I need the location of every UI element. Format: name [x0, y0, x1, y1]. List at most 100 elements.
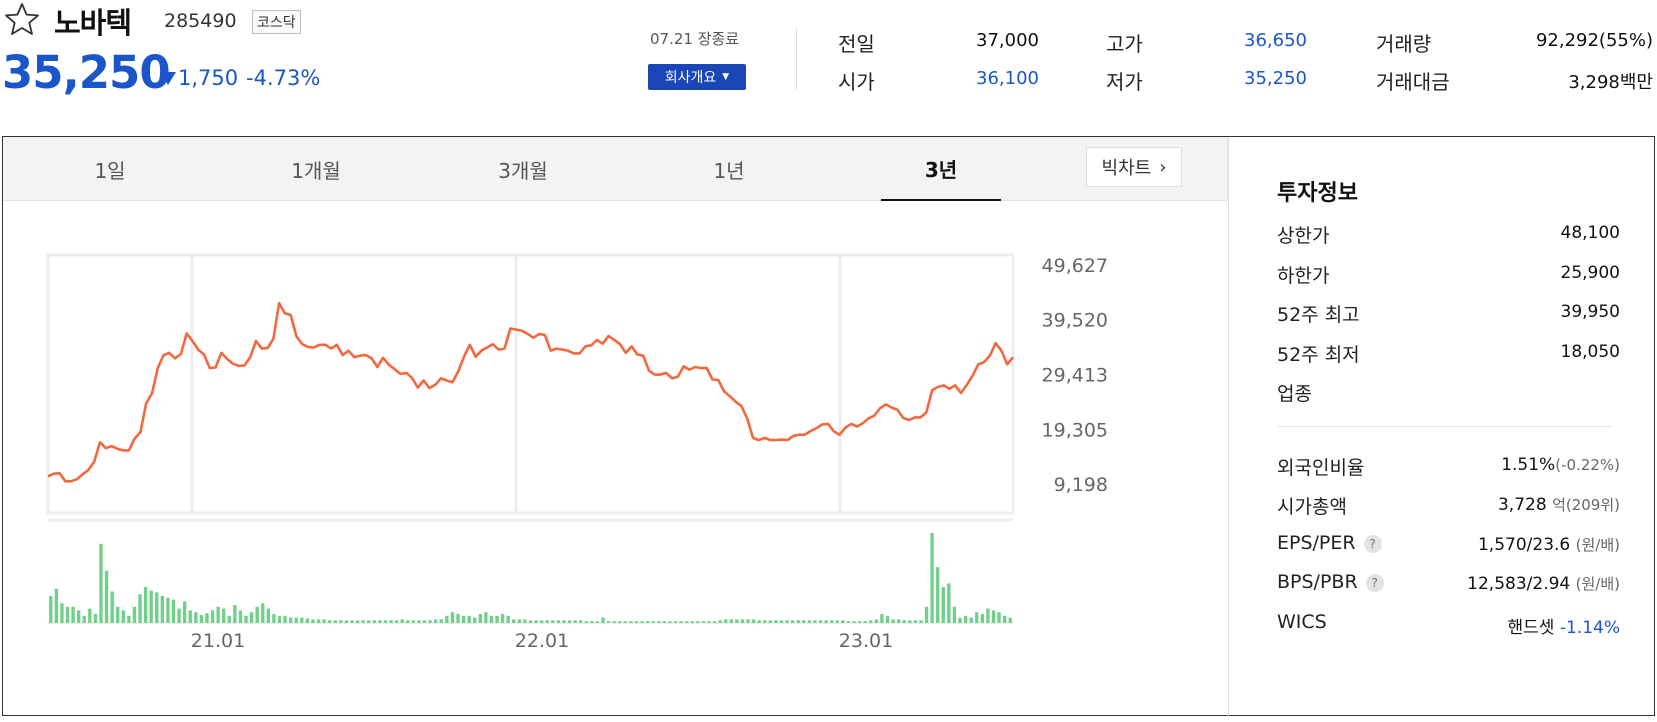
- tab-1month[interactable]: 1개월: [291, 158, 341, 183]
- volume-bar: [573, 620, 577, 623]
- volume-bar: [947, 583, 951, 623]
- volume-bar: [127, 615, 131, 623]
- company-overview-button[interactable]: 회사개요 ▼: [648, 64, 746, 90]
- volume-bar: [182, 601, 187, 623]
- volume-bar: [651, 621, 655, 623]
- volume-bar: [668, 621, 672, 623]
- volume-bar: [210, 610, 215, 623]
- volume-bar: [227, 615, 231, 623]
- volume-bar: [266, 608, 271, 623]
- big-chart-button[interactable]: 빅차트 ›: [1086, 147, 1182, 187]
- volume-bar: [645, 621, 650, 623]
- volume-bar: [997, 612, 1001, 623]
- high-value: 36,650: [1244, 30, 1307, 51]
- volume-bar: [958, 617, 962, 623]
- volume-bar: [93, 614, 98, 623]
- volume-bar: [216, 606, 220, 623]
- industry-label: 업종: [1277, 383, 1312, 405]
- volume-bar: [857, 621, 862, 623]
- y-tick-label: 19,305: [1042, 419, 1108, 441]
- y-tick-label: 9,198: [1054, 474, 1108, 496]
- header-divider: [796, 28, 797, 90]
- volume-bar: [205, 613, 209, 623]
- volume-bar: [244, 615, 248, 623]
- volume-bar: [528, 620, 533, 623]
- volume-bar: [696, 621, 700, 623]
- tab-3month[interactable]: 3개월: [498, 158, 548, 183]
- volume-bar: [623, 621, 627, 623]
- volume-bar: [830, 620, 834, 623]
- x-tick-label: 21.01: [191, 630, 245, 652]
- open-label: 시가: [838, 70, 875, 94]
- bps-pbr-label: BPS/PBR?: [1277, 571, 1384, 593]
- volume-bar: [941, 587, 945, 623]
- volume-bar: [930, 533, 934, 623]
- volume-bar: [277, 615, 282, 623]
- help-icon[interactable]: ?: [1365, 573, 1384, 592]
- volume-bar: [835, 620, 839, 623]
- tab-1year[interactable]: 1년: [713, 158, 745, 183]
- eps-per-value: 1,570/23.6 (원/배): [1478, 534, 1620, 555]
- volume-bar: [283, 615, 287, 623]
- price-line: [47, 301, 1015, 483]
- volume-bar: [383, 620, 388, 623]
- volume-bar: [305, 618, 310, 623]
- volume-bar: [316, 619, 321, 623]
- price-chart: 49,627 39,520 29,413 19,305 9,198 21.01 22.01 2…: [46, 253, 1108, 652]
- volume-bar: [517, 619, 522, 623]
- volume-bar: [618, 621, 622, 623]
- wics-sector[interactable]: 핸드셋: [1507, 618, 1555, 638]
- volume-bar: [489, 615, 494, 623]
- volume-bar: [908, 620, 912, 623]
- volume-bar: [143, 587, 148, 623]
- y-tick-label: 49,627: [1042, 255, 1108, 277]
- chevron-right-icon: ›: [1159, 156, 1167, 178]
- volume-bar: [735, 619, 739, 623]
- volume-bar: [132, 606, 137, 623]
- volume-bar: [980, 614, 984, 623]
- volume-bar: [355, 620, 360, 623]
- volume-bar: [512, 619, 516, 623]
- info-title: 투자정보: [1277, 181, 1358, 206]
- volume-bar: [679, 621, 683, 623]
- prev-close-value: 37,000: [976, 30, 1039, 51]
- volume-bar: [779, 620, 784, 623]
- volume-bar: [891, 619, 895, 623]
- volume-bar: [952, 606, 957, 623]
- volume-bar: [456, 614, 460, 623]
- volume-bar: [54, 588, 59, 623]
- volume-bar: [545, 620, 549, 623]
- bps-pbr-unit: (원/배): [1575, 575, 1620, 593]
- volume-bar: [913, 620, 918, 623]
- volume-bar: [406, 620, 410, 623]
- volume-bar: [729, 619, 733, 623]
- tab-3year[interactable]: 3년: [881, 137, 1001, 201]
- x-tick-label: 23.01: [839, 630, 893, 652]
- volume-bar: [712, 621, 717, 623]
- period-tabs: 1일 1개월 3개월 1년 3년 빅차트 ›: [3, 137, 1228, 201]
- volume-bar: [701, 621, 706, 623]
- help-icon[interactable]: ?: [1363, 534, 1382, 553]
- market-cap-unit: 억(209위): [1552, 496, 1620, 514]
- high-label: 고가: [1106, 32, 1143, 56]
- foreign-ratio-label: 외국인비율: [1277, 457, 1365, 479]
- volume-bar: [166, 597, 170, 623]
- current-price: 35,250: [2, 46, 171, 99]
- volume-bar: [751, 619, 756, 623]
- wics-value: 핸드셋 -1.14%: [1508, 613, 1620, 638]
- star-outline-icon[interactable]: [4, 2, 40, 36]
- chart-divider: [1228, 137, 1229, 717]
- volume-bar: [199, 614, 204, 623]
- y-tick-label: 29,413: [1042, 364, 1108, 386]
- volume-value: 92,292(55%): [1535, 30, 1653, 51]
- volume-bar: [272, 614, 276, 623]
- volume-bar: [400, 619, 404, 623]
- x-tick-label: 22.01: [515, 630, 569, 652]
- volume-bar: [746, 619, 750, 623]
- volume-bar: [601, 617, 605, 623]
- volume-bar: [863, 621, 867, 623]
- volume-bar: [411, 620, 416, 623]
- low52-label: 52주 최저: [1277, 344, 1360, 366]
- tab-1day[interactable]: 1일: [94, 158, 126, 183]
- volume-bar: [149, 590, 153, 623]
